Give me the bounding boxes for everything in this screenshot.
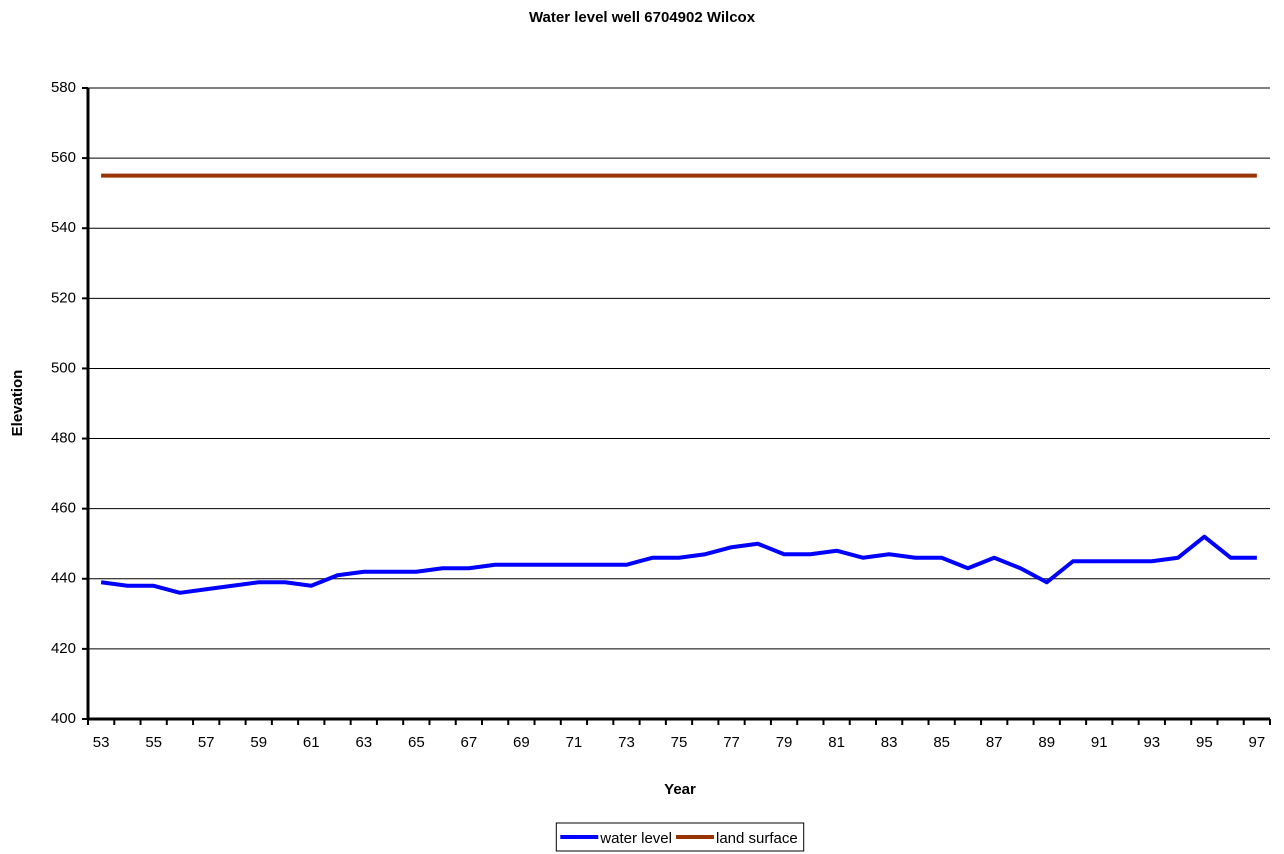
x-tick-label: 65: [408, 734, 425, 751]
x-tick-label: 75: [671, 734, 688, 751]
x-tick-label: 85: [933, 734, 950, 751]
y-tick-label: 440: [51, 570, 76, 587]
y-tick-label: 480: [51, 430, 76, 447]
x-tick-label: 87: [986, 734, 1003, 751]
y-tick-label: 540: [51, 219, 76, 236]
y-tick-label: 500: [51, 359, 76, 376]
x-tick-label: 55: [145, 734, 162, 751]
x-tick-label: 53: [93, 734, 110, 751]
x-tick-label: 57: [198, 734, 215, 751]
chart-title: Water level well 6704902 Wilcox: [529, 9, 756, 26]
x-tick-label: 93: [1143, 734, 1160, 751]
data-line: [100, 534, 1257, 595]
x-tick-label: 77: [723, 734, 740, 751]
legend-label: water level: [599, 830, 672, 847]
x-tick-label: 89: [1038, 734, 1055, 751]
x-tick-label: 71: [566, 734, 583, 751]
y-tick-label: 560: [51, 149, 76, 166]
x-tick-label: 67: [461, 734, 478, 751]
y-tick-label: 580: [51, 79, 76, 96]
y-tick-label: 460: [51, 500, 76, 517]
x-tick-label: 69: [513, 734, 530, 751]
x-tick-label: 59: [250, 734, 267, 751]
legend-label: land surface: [716, 830, 798, 847]
x-tick-label: 97: [1249, 734, 1266, 751]
x-tick-label: 91: [1091, 734, 1108, 751]
x-tick-label: 79: [776, 734, 793, 751]
x-tick-label: 95: [1196, 734, 1213, 751]
x-axis-title: Year: [664, 781, 696, 798]
x-tick-label: 73: [618, 734, 635, 751]
legend: water level land surface: [555, 822, 805, 852]
x-tick-label: 83: [881, 734, 898, 751]
x-tick-label: 61: [303, 734, 320, 751]
y-axis-title: Elevation: [9, 370, 26, 437]
x-tick-label: 81: [828, 734, 845, 751]
x-tick-label: 63: [355, 734, 372, 751]
y-tick-label: 400: [51, 710, 76, 727]
y-tick-label: 420: [51, 640, 76, 657]
y-tick-label: 520: [51, 289, 76, 306]
